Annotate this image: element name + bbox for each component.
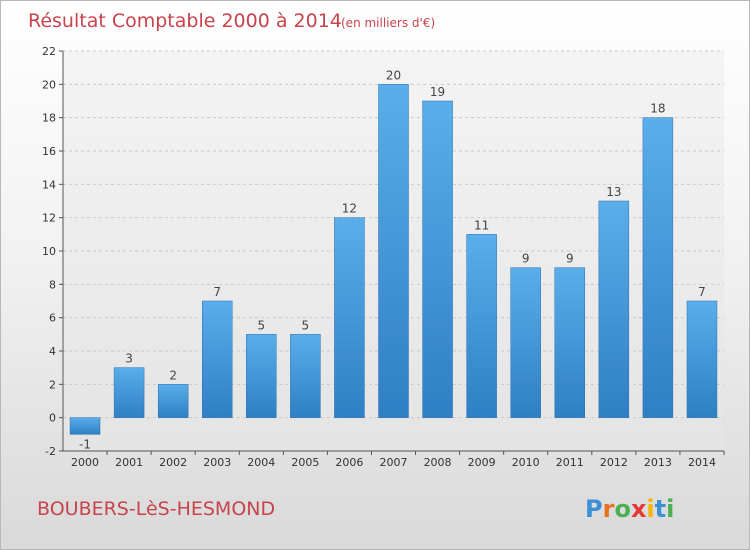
data-label: 7	[698, 285, 706, 299]
data-label: 7	[213, 285, 221, 299]
x-tick-label: 2003	[203, 456, 231, 469]
data-label: 5	[302, 318, 310, 332]
y-tick-label: 18	[42, 112, 56, 125]
data-label: 9	[522, 252, 530, 266]
bar	[113, 367, 145, 418]
bar	[686, 300, 718, 418]
x-tick-label: 2011	[556, 456, 584, 469]
logo-letter: i	[646, 495, 654, 523]
bars	[69, 84, 718, 435]
chart-subtitle: (en milliers d'€)	[341, 16, 435, 30]
data-label: 12	[342, 202, 357, 216]
bar	[69, 417, 101, 435]
y-tick-label: 6	[49, 312, 56, 325]
bar	[642, 117, 674, 418]
x-tick-label: 2014	[688, 456, 716, 469]
x-tick-label: 2010	[512, 456, 540, 469]
bar	[378, 84, 409, 418]
axes	[62, 51, 724, 452]
data-label: 13	[606, 185, 621, 199]
bar	[202, 300, 233, 418]
bar	[157, 384, 189, 418]
y-tick-label: 10	[42, 245, 56, 258]
y-tick-label: 14	[42, 178, 56, 191]
x-tick-label: 2006	[335, 456, 363, 469]
x-tick-label: 2000	[71, 456, 99, 469]
data-label: 2	[169, 368, 177, 382]
x-tick-label: 2002	[159, 456, 187, 469]
logo-letter: P	[585, 495, 603, 523]
x-tick-label: 2007	[380, 456, 408, 469]
commune-name: BOUBERS-LèS-HESMOND	[37, 498, 275, 520]
y-axis-labels: -2 0 2 4 6 8 10 12 14 16 18 20 22	[42, 45, 56, 458]
y-tick-label: 8	[49, 278, 56, 291]
proxiti-logo: Proxiti	[585, 495, 674, 523]
y-tick-label: 2	[49, 378, 56, 391]
logo-letter: t	[655, 495, 666, 523]
data-label: 5	[257, 318, 265, 332]
y-tick-label: 20	[42, 78, 56, 91]
y-tick-label: 22	[42, 45, 56, 58]
x-tick-label: 2013	[644, 456, 672, 469]
data-label: 20	[386, 68, 401, 82]
y-tick-label: 12	[42, 212, 56, 225]
chart-title: Résultat Comptable 2000 à 2014	[28, 10, 342, 32]
x-tick-label: 2009	[468, 456, 496, 469]
x-tick-label: 2005	[291, 456, 319, 469]
data-label: 9	[566, 252, 574, 266]
bar	[290, 334, 321, 418]
bar	[598, 200, 630, 418]
bar	[334, 217, 365, 418]
bar	[554, 267, 585, 418]
y-tick-label: 4	[49, 345, 56, 358]
x-tick-label: 2012	[600, 456, 628, 469]
data-label: 11	[474, 218, 489, 232]
x-tick-label: 2004	[247, 456, 275, 469]
x-tick-label: 2001	[115, 456, 143, 469]
y-tick-label: -2	[45, 445, 56, 458]
bar	[422, 100, 453, 418]
logo-letter: r	[603, 495, 615, 523]
logo-letter: o	[614, 495, 631, 523]
data-label: 3	[125, 352, 133, 366]
y-tick-label: 0	[49, 412, 56, 425]
bar	[466, 234, 497, 418]
y-tick-label: 16	[42, 145, 56, 158]
logo-letter: x	[631, 495, 647, 523]
x-axis-labels: 2000 2001 2002 2003 2004 2005 2006 2007 2008 2009…	[71, 451, 725, 469]
value-labels: -1 3 2 7 5 5 12 20 19 11 9 9 13 18 7	[79, 68, 706, 451]
logo-letter: i	[666, 495, 674, 523]
data-label: 19	[430, 85, 445, 99]
x-tick-label: 2008	[424, 456, 452, 469]
data-label: 18	[650, 102, 665, 116]
bar	[510, 267, 541, 418]
data-label: -1	[79, 437, 91, 451]
bar	[246, 334, 277, 418]
